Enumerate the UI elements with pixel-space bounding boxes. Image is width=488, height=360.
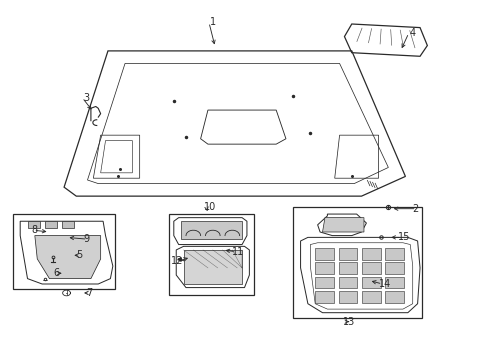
Bar [361,262,380,274]
Text: 11: 11 [232,247,244,257]
Bar [315,277,333,288]
Bar [168,214,254,295]
Bar [385,248,403,260]
Polygon shape [35,235,101,279]
Bar [315,262,333,274]
Bar [13,214,115,289]
Bar [338,262,356,274]
Text: 15: 15 [397,232,409,242]
Polygon shape [181,221,242,239]
Text: 5: 5 [76,250,82,260]
Text: 4: 4 [409,28,415,38]
Text: 9: 9 [83,234,89,244]
Bar [315,291,333,303]
Bar [385,291,403,303]
Text: 12: 12 [171,256,183,266]
Text: 1: 1 [209,17,215,27]
Text: 3: 3 [83,93,89,103]
Bar [361,291,380,303]
Bar [338,248,356,260]
Bar [44,221,57,228]
Bar [315,248,333,260]
Text: 8: 8 [31,225,37,235]
Bar [385,277,403,288]
Bar [338,277,356,288]
Text: 2: 2 [412,204,418,214]
Bar [361,248,380,260]
Text: 7: 7 [86,288,92,298]
Text: 10: 10 [204,202,216,212]
Polygon shape [183,250,242,284]
Text: 6: 6 [53,268,60,278]
Bar [27,221,40,228]
Bar [293,207,422,318]
Bar [61,221,74,228]
Bar [385,262,403,274]
Bar [338,291,356,303]
Text: 14: 14 [378,279,390,289]
Bar [361,277,380,288]
Polygon shape [322,218,363,232]
Text: 13: 13 [343,317,355,327]
